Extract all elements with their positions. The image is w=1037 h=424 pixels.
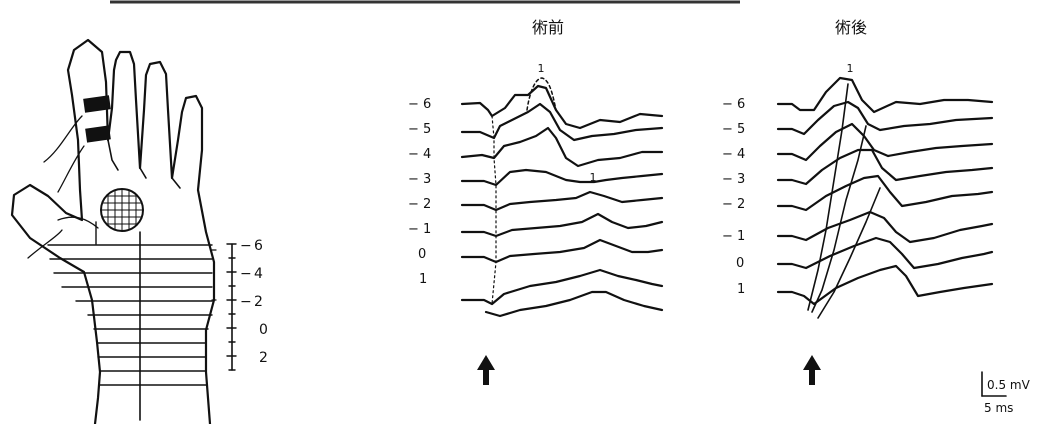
- waveform-trace: [776, 264, 994, 306]
- scale-label: 2: [259, 350, 268, 366]
- hand-scale: − 6 − 4 − 2 0 2: [226, 238, 268, 371]
- waveform-trace: [776, 174, 994, 212]
- amplitude-label: 0.5 mV: [987, 378, 1031, 392]
- waveform-trace: [460, 212, 664, 238]
- trace-label: − 2: [722, 197, 745, 212]
- peak-mark: 1: [538, 62, 545, 75]
- scale-prefix: −: [240, 266, 252, 282]
- peak-mark: 1: [590, 171, 597, 184]
- trace-label: 0: [736, 256, 744, 271]
- onset-envelope: [811, 125, 867, 313]
- trace-label: − 1: [408, 222, 431, 237]
- trace-label: 1: [737, 282, 745, 297]
- trace-label: − 6: [722, 97, 745, 112]
- onset-envelope: [817, 187, 881, 319]
- ring-electrode: [83, 95, 111, 113]
- trace-label: − 3: [408, 172, 431, 187]
- time-label: 5 ms: [984, 401, 1013, 415]
- finger-gap: [171, 177, 181, 189]
- panel-title: 術前: [532, 18, 564, 37]
- nerve-line: [57, 216, 99, 229]
- scale-prefix: −: [240, 294, 252, 310]
- waveform-trace: [460, 268, 664, 306]
- up-arrow-icon: [477, 355, 495, 385]
- waveform-trace: [484, 290, 664, 318]
- waveform-trace: [776, 76, 994, 114]
- waveform-traces: [460, 77, 664, 318]
- trace-label: − 5: [722, 122, 745, 137]
- scale-prefix: −: [240, 238, 252, 254]
- waveform-trace: [460, 168, 664, 187]
- finger-gap: [139, 167, 147, 179]
- up-arrow-icon: [803, 355, 821, 385]
- electrode-wire: [27, 229, 63, 259]
- trace-label: − 5: [408, 122, 431, 137]
- waveform-trace: [776, 236, 994, 270]
- trace-label: 1: [419, 272, 427, 287]
- waveform-trace: [460, 190, 664, 212]
- peak-envelope: [526, 77, 557, 111]
- onset-line: [491, 115, 497, 305]
- trace-labels: − 6 − 5 − 4 − 3 − 2 − 1 0 1: [722, 97, 745, 297]
- scale-label: 0: [259, 322, 268, 338]
- panel-post-op: 術後 − 6 − 5 − 4 − 3 − 2 − 1 0 1 1: [722, 18, 994, 385]
- scale-bar: 0.5 mV 5 ms: [981, 371, 1031, 415]
- stimulation-levels: [47, 244, 213, 386]
- trace-label: − 6: [408, 97, 431, 112]
- waveform-trace: [776, 210, 994, 244]
- trace-labels: − 6 − 5 − 4 − 3 − 2 − 1 0 1: [408, 97, 431, 287]
- waveform-trace: [776, 148, 994, 186]
- waveform-trace: [460, 84, 664, 130]
- waveform-trace: [776, 100, 994, 136]
- peak-mark: 1: [847, 62, 854, 75]
- waveform-trace: [460, 102, 664, 142]
- hand-outline: [10, 38, 216, 424]
- waveform-trace: [460, 238, 664, 264]
- finger-gap: [107, 139, 119, 171]
- onset-envelope: [807, 83, 849, 311]
- scale-label: 2: [254, 294, 263, 310]
- electrode-wire: [57, 145, 85, 193]
- waveform-traces: [776, 76, 994, 319]
- panel-title: 術後: [835, 18, 867, 37]
- scale-label: 4: [254, 266, 263, 282]
- waveform-trace: [460, 126, 664, 168]
- hand-diagram: [10, 38, 217, 424]
- scale-label: 6: [254, 238, 263, 254]
- ring-electrode: [85, 125, 111, 143]
- panel-pre-op: 術前 − 6 − 5 − 4 − 3 − 2 − 1 0 1 1 1: [408, 18, 664, 385]
- electrode-wire: [43, 115, 83, 163]
- trace-label: − 3: [722, 172, 745, 187]
- trace-label: 0: [418, 247, 426, 262]
- trace-label: − 4: [722, 147, 745, 162]
- trace-label: − 4: [408, 147, 431, 162]
- trace-label: − 1: [722, 229, 745, 244]
- trace-label: − 2: [408, 197, 431, 212]
